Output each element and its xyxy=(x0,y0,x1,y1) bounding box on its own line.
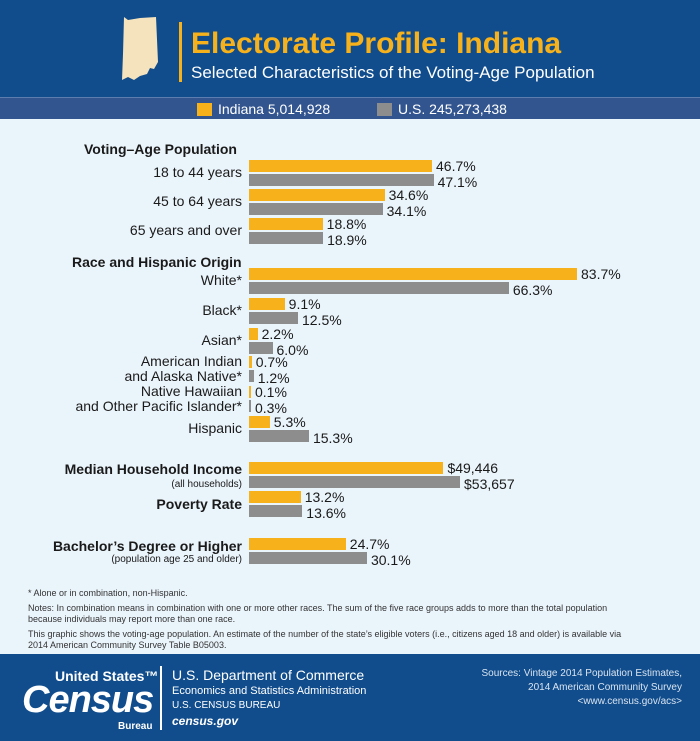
bar-indiana xyxy=(249,538,346,550)
bar-indiana xyxy=(249,218,323,230)
bar-indiana xyxy=(249,160,432,172)
value-label-us: 1.2% xyxy=(257,370,290,386)
value-label-us: 18.9% xyxy=(327,232,367,248)
legend-swatch-indiana xyxy=(197,102,212,116)
legend-item-indiana: Indiana 5,014,928 xyxy=(197,101,330,117)
legend-label-indiana: Indiana 5,014,928 xyxy=(218,101,331,117)
bar-us xyxy=(249,505,303,517)
bar-us xyxy=(249,476,460,488)
sources-line-2: 2014 American Community Survey xyxy=(528,682,682,693)
bar-us xyxy=(249,552,367,564)
bar-indiana xyxy=(249,356,252,368)
bar-us xyxy=(249,282,509,294)
value-label-us: $53,657 xyxy=(464,476,515,492)
value-label-us: 13.6% xyxy=(306,505,346,521)
footer: United States™ Census Bureau U.S. Depart… xyxy=(0,654,700,741)
census-site-link[interactable]: census.gov xyxy=(172,714,239,728)
bar-us xyxy=(249,430,309,442)
legend-label-us: U.S. 245,273,438 xyxy=(398,101,507,117)
indiana-state-icon xyxy=(122,17,158,80)
value-label-indiana: 83.7% xyxy=(581,266,621,282)
value-label-indiana: 46.7% xyxy=(436,158,476,174)
logo-united-states: United States™ xyxy=(55,668,159,684)
category-label: American Indian and Alaska Native* xyxy=(124,353,242,384)
sources-link[interactable]: <www.census.gov/acs> xyxy=(577,696,683,707)
bar-us xyxy=(249,232,324,244)
value-label-us: 66.3% xyxy=(512,282,553,298)
value-label-indiana: 24.7% xyxy=(349,536,390,552)
graphic-note-line-2: 2014 American Community Survey Table B05… xyxy=(28,640,227,650)
bar-indiana xyxy=(249,491,301,503)
value-label-us: 34.1% xyxy=(386,203,427,219)
bar-indiana xyxy=(249,328,258,340)
category-label: White* xyxy=(200,272,242,288)
bar-indiana xyxy=(249,268,577,280)
value-label-us: 30.1% xyxy=(370,552,411,568)
sources: Sources: Vintage 2014 Population Estimat… xyxy=(482,667,683,709)
value-label-indiana: 0.7% xyxy=(255,354,288,370)
page-subtitle: Selected Characteristics of the Voting-A… xyxy=(191,63,595,82)
value-label-indiana: 9.1% xyxy=(288,296,321,312)
category-label: 65 years and over xyxy=(129,222,242,238)
category-label: 45 to 64 years xyxy=(153,193,242,209)
value-label-indiana: 2.2% xyxy=(261,326,294,342)
bar-us xyxy=(249,174,434,186)
footnote: * Alone or in combination, non-Hispanic. xyxy=(28,588,188,598)
category-label: 18 to 44 years xyxy=(153,164,242,180)
category-label: Black* xyxy=(202,302,242,318)
bar-us xyxy=(249,312,298,324)
value-label-us: 12.5% xyxy=(301,312,342,328)
section-title: Voting–Age Population xyxy=(84,141,237,157)
value-label-indiana: 18.8% xyxy=(326,216,367,232)
value-label-us: 6.0% xyxy=(276,342,309,358)
department-name: U.S. Department of Commerce xyxy=(172,667,365,683)
legend-swatch-us xyxy=(377,102,392,116)
esa-name: Economics and Statistics Administration xyxy=(172,685,367,697)
header-divider xyxy=(179,22,182,82)
section-subtitle: (all households) xyxy=(171,479,242,490)
section-subtitle: (population age 25 and older) xyxy=(111,554,242,565)
bar-indiana xyxy=(249,189,385,201)
bar-us xyxy=(249,370,254,382)
value-label-us: 47.1% xyxy=(437,174,478,190)
bar-us xyxy=(249,203,383,215)
bar-us xyxy=(249,342,273,354)
value-label-indiana: $49,446 xyxy=(447,460,499,476)
category-label: Asian* xyxy=(201,332,242,348)
section-title: Poverty Rate xyxy=(156,496,242,512)
bureau-name: U.S. CENSUS BUREAU xyxy=(172,700,281,711)
value-label-indiana: 5.3% xyxy=(273,414,306,430)
section-title: Race and Hispanic Origin xyxy=(72,254,242,270)
page-title: Electorate Profile: Indiana xyxy=(191,27,562,60)
sources-line-1: Sources: Vintage 2014 Population Estimat… xyxy=(481,668,683,679)
bar-indiana xyxy=(249,416,270,428)
value-label-us: 0.3% xyxy=(255,400,287,416)
value-label-indiana: 0.1% xyxy=(255,384,287,400)
section-title: Bachelor’s Degree or Higher xyxy=(52,538,242,554)
legend-item-us: U.S. 245,273,438 xyxy=(377,101,507,117)
value-label-us: 15.3% xyxy=(312,430,353,446)
value-label-indiana: 13.2% xyxy=(304,489,345,505)
notes-line-2: because individuals may report more than… xyxy=(28,614,236,624)
bar-us xyxy=(249,400,251,412)
notes-line-1: Notes: In combination means in combinati… xyxy=(28,603,608,613)
bar-indiana xyxy=(249,386,251,398)
category-label: Native Hawaiian and Other Pacific Islande… xyxy=(75,383,242,414)
section-title: Median Household Income xyxy=(64,461,242,477)
value-label-indiana: 34.6% xyxy=(388,187,429,203)
footer-divider xyxy=(160,666,162,730)
bar-indiana xyxy=(249,462,444,474)
logo-bureau: Bureau xyxy=(118,721,153,732)
legend: Indiana 5,014,928 U.S. 245,273,438 xyxy=(0,97,700,119)
bar-indiana xyxy=(249,298,285,310)
header: Electorate Profile: Indiana Selected Cha… xyxy=(0,0,700,97)
graphic-note-line-1: This graphic shows the voting-age popula… xyxy=(28,629,622,639)
logo-census: Census xyxy=(22,679,154,721)
category-label: Hispanic xyxy=(188,420,242,436)
